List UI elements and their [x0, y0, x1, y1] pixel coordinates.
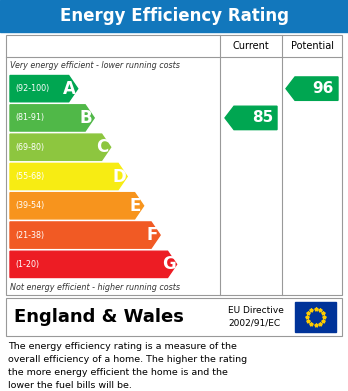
Bar — [6, 35, 342, 295]
Polygon shape — [10, 222, 160, 248]
Polygon shape — [10, 134, 111, 160]
Text: F: F — [147, 226, 158, 244]
Polygon shape — [286, 77, 338, 100]
Text: (55-68): (55-68) — [15, 172, 44, 181]
Text: 85: 85 — [252, 110, 273, 126]
Text: (21-38): (21-38) — [15, 231, 44, 240]
Text: (81-91): (81-91) — [15, 113, 44, 122]
Text: (69-80): (69-80) — [15, 143, 44, 152]
Text: C: C — [96, 138, 109, 156]
Text: D: D — [112, 167, 126, 185]
Polygon shape — [10, 163, 127, 190]
Polygon shape — [10, 75, 78, 102]
Text: Current: Current — [232, 41, 269, 51]
Bar — [6, 298, 342, 336]
Text: Not energy efficient - higher running costs: Not energy efficient - higher running co… — [10, 283, 180, 292]
Polygon shape — [10, 193, 144, 219]
Text: B: B — [80, 109, 93, 127]
Text: G: G — [162, 255, 175, 273]
Polygon shape — [10, 105, 94, 131]
Text: Very energy efficient - lower running costs: Very energy efficient - lower running co… — [10, 61, 180, 70]
Text: (39-54): (39-54) — [15, 201, 44, 210]
Text: 96: 96 — [313, 81, 334, 96]
Text: England & Wales: England & Wales — [14, 308, 184, 326]
Text: Energy Efficiency Rating: Energy Efficiency Rating — [60, 7, 288, 25]
Text: Potential: Potential — [291, 41, 333, 51]
Bar — [295, 302, 336, 332]
Text: A: A — [63, 80, 76, 98]
Polygon shape — [225, 106, 277, 130]
Text: EU Directive
2002/91/EC: EU Directive 2002/91/EC — [228, 306, 284, 328]
Polygon shape — [10, 251, 176, 278]
Text: The energy efficiency rating is a measure of the
overall efficiency of a home. T: The energy efficiency rating is a measur… — [8, 342, 247, 389]
Text: (92-100): (92-100) — [15, 84, 49, 93]
Bar — [0, 0, 348, 32]
Text: (1-20): (1-20) — [15, 260, 39, 269]
Text: E: E — [130, 197, 141, 215]
